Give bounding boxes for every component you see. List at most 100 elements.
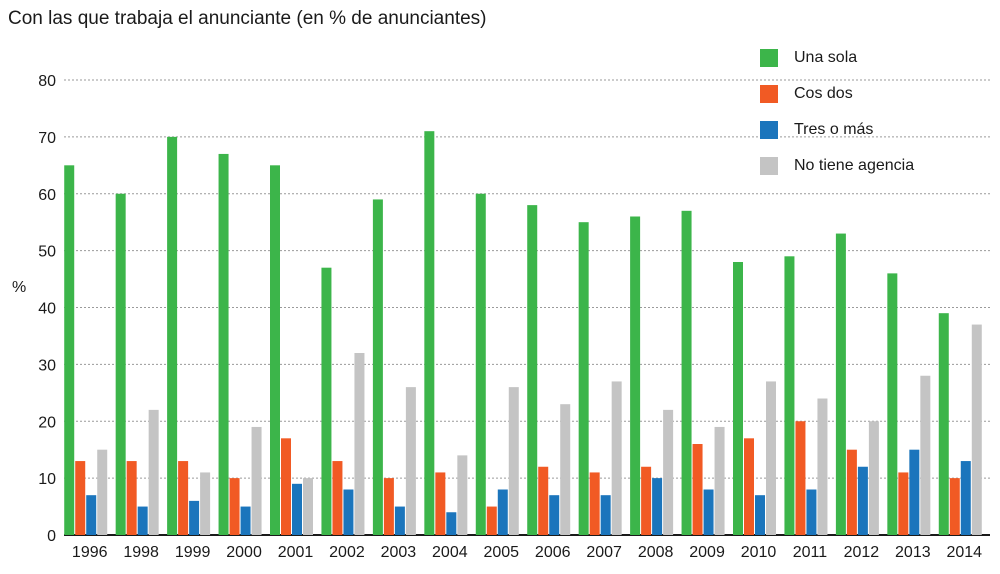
bar-tres-o-m-s-2000 (240, 506, 251, 535)
bar-cos-dos-2003 (383, 478, 394, 535)
bar-no-tiene-agencia-2009 (714, 426, 725, 535)
bar-una-sola-2005 (475, 193, 486, 535)
x-tick-label: 2013 (895, 544, 931, 561)
legend-label: Tres o más (794, 121, 874, 138)
bar-cos-dos-2008 (641, 466, 652, 535)
legend-item-tres-o-mas: Tres o más (760, 112, 914, 148)
bar-cos-dos-2005 (486, 506, 497, 535)
bar-una-sola-2001 (270, 165, 280, 535)
x-tick-label: 2006 (535, 544, 571, 561)
bar-una-sola-1996 (64, 165, 75, 535)
bar-una-sola-2007 (578, 222, 589, 535)
x-tick-label: 1999 (175, 544, 211, 561)
bar-no-tiene-agencia-2014 (971, 324, 982, 535)
bar-cos-dos-2009 (692, 444, 703, 535)
bar-cos-dos-2010 (744, 438, 754, 535)
bar-tres-o-m-s-2008 (652, 478, 663, 535)
x-tick-label: 2010 (741, 544, 777, 561)
bar-una-sola-2008 (630, 216, 641, 535)
x-tick-label: 2005 (483, 544, 519, 561)
bar-una-sola-2004 (424, 131, 435, 535)
bar-una-sola-2006 (527, 205, 538, 535)
legend-label: No tiene agencia (794, 157, 915, 174)
bar-cos-dos-1996 (75, 461, 86, 535)
bar-no-tiene-agencia-2000 (251, 426, 262, 535)
bar-no-tiene-agencia-2007 (611, 381, 622, 535)
bar-cos-dos-2012 (846, 449, 857, 535)
bar-no-tiene-agencia-2006 (560, 404, 571, 535)
bar-cos-dos-2001 (281, 438, 291, 535)
bar-no-tiene-agencia-2012 (868, 421, 879, 535)
bar-cos-dos-1998 (126, 461, 137, 535)
x-tick-label: 2003 (381, 544, 417, 561)
bar-cos-dos-2013 (898, 472, 909, 535)
legend-swatch-tres-o-mas (760, 121, 778, 139)
bar-no-tiene-agencia-2002 (354, 353, 365, 535)
legend-item-cos-dos: Cos dos (760, 76, 914, 112)
bar-no-tiene-agencia-1998 (148, 409, 159, 535)
bar-una-sola-2013 (887, 273, 898, 535)
legend-label: Cos dos (794, 85, 853, 102)
bar-tres-o-m-s-1999 (189, 500, 200, 535)
y-tick-label: 10 (38, 471, 56, 488)
bar-tres-o-m-s-2013 (909, 449, 920, 535)
bar-cos-dos-2014 (949, 478, 960, 535)
x-tick-label: 2007 (586, 544, 622, 561)
legend-item-una-sola: Una sola (760, 40, 914, 76)
x-tick-label: 2009 (689, 544, 725, 561)
bar-tres-o-m-s-2003 (394, 506, 405, 535)
legend-swatch-cos-dos (760, 85, 778, 103)
x-tick-label: 2001 (278, 544, 314, 561)
bar-tres-o-m-s-2006 (549, 495, 560, 535)
bar-cos-dos-2004 (435, 472, 446, 535)
bar-no-tiene-agencia-1996 (97, 449, 108, 535)
bar-una-sola-2009 (681, 210, 692, 535)
y-tick-label: 40 (38, 301, 56, 318)
bar-tres-o-m-s-2007 (600, 495, 611, 535)
bar-una-sola-2000 (218, 153, 229, 535)
y-tick-label: 30 (38, 357, 56, 374)
x-tick-label: 2014 (946, 544, 982, 561)
bar-una-sola-2011 (784, 256, 795, 535)
bar-tres-o-m-s-2001 (292, 483, 302, 535)
bar-no-tiene-agencia-2011 (817, 398, 828, 535)
bar-tres-o-m-s-2012 (857, 466, 868, 535)
y-tick-label: 20 (38, 414, 56, 431)
bar-tres-o-m-s-2011 (806, 489, 817, 535)
bar-tres-o-m-s-2014 (960, 461, 971, 535)
bar-cos-dos-2002 (332, 461, 343, 535)
legend: Una sola Cos dos Tres o más No tiene age… (760, 40, 914, 184)
bar-no-tiene-agencia-2013 (920, 375, 931, 535)
bar-no-tiene-agencia-2003 (405, 387, 416, 535)
legend-item-no-tiene-agencia: No tiene agencia (760, 148, 914, 184)
bar-tres-o-m-s-2010 (755, 495, 765, 535)
chart-title: Con las que trabaja el anunciante (en % … (8, 8, 487, 29)
x-tick-label: 2004 (432, 544, 468, 561)
bar-cos-dos-2011 (795, 421, 806, 535)
bar-una-sola-2010 (733, 262, 743, 535)
bar-cos-dos-2007 (589, 472, 600, 535)
bar-cos-dos-2006 (538, 466, 549, 535)
bar-una-sola-1999 (167, 136, 178, 535)
y-tick-label: 70 (38, 130, 56, 147)
bar-tres-o-m-s-2002 (343, 489, 354, 535)
x-tick-label: 1998 (123, 544, 159, 561)
x-tick-label: 2002 (329, 544, 365, 561)
x-tick-label: 2011 (793, 544, 828, 561)
bar-tres-o-m-s-2004 (446, 512, 457, 535)
bar-tres-o-m-s-2005 (497, 489, 508, 535)
y-axis-label: % (12, 279, 26, 296)
bar-cos-dos-2000 (229, 478, 240, 535)
bar-una-sola-2012 (835, 233, 846, 535)
y-tick-label: 50 (38, 244, 56, 261)
y-tick-label: 0 (47, 528, 56, 545)
x-tick-label: 1996 (72, 544, 108, 561)
bar-una-sola-1998 (115, 193, 126, 535)
x-tick-label: 2012 (844, 544, 880, 561)
bar-tres-o-m-s-1998 (137, 506, 148, 535)
bar-no-tiene-agencia-1999 (200, 472, 211, 535)
bar-no-tiene-agencia-2004 (457, 455, 468, 535)
bar-no-tiene-agencia-2001 (303, 478, 313, 535)
bar-no-tiene-agencia-2005 (508, 387, 519, 535)
